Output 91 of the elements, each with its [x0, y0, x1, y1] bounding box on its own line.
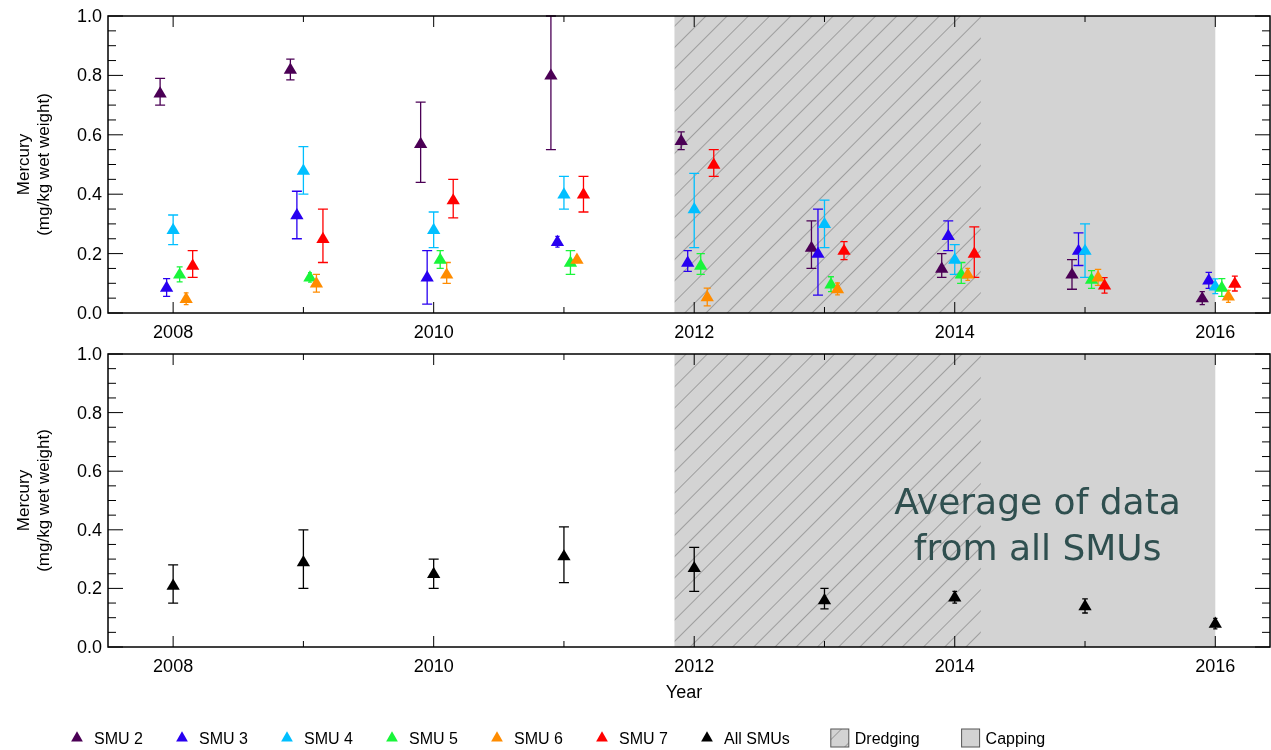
x-tick-label: 2012 — [674, 322, 715, 342]
annotation: Average of data from all SMUs — [894, 480, 1181, 568]
point — [1215, 280, 1229, 292]
y-tick-label: 0.8 — [76, 402, 102, 423]
point — [1091, 270, 1105, 282]
point — [433, 252, 447, 264]
point — [1065, 267, 1079, 279]
point — [309, 276, 324, 288]
point — [935, 261, 949, 273]
legend-label: SMU 3 — [199, 729, 248, 747]
point — [817, 216, 832, 229]
y-tick-label: 0.6 — [76, 461, 102, 482]
y-tick-label: 0.6 — [76, 124, 102, 145]
y-tick-label: 0.4 — [76, 519, 102, 540]
point — [440, 267, 454, 279]
point — [283, 62, 298, 74]
y-tick-label: 0.0 — [76, 303, 102, 323]
point — [550, 234, 565, 246]
legend-label: SMU 5 — [409, 729, 458, 747]
point — [700, 289, 714, 302]
y-axis-title: Mercury (mg/kg wet weight) — [13, 93, 53, 236]
point — [303, 270, 317, 282]
point — [961, 267, 975, 279]
point — [694, 258, 708, 270]
x-tick-label: 2012 — [674, 656, 715, 676]
point — [173, 267, 187, 279]
point — [830, 281, 845, 294]
point — [681, 255, 695, 267]
point — [159, 280, 174, 292]
point — [576, 187, 591, 199]
point — [446, 193, 460, 205]
point — [166, 578, 180, 590]
legend-label: SMU 2 — [94, 729, 143, 747]
point — [1078, 243, 1092, 255]
x-tick-label: 2008 — [153, 656, 194, 676]
legend-label: All SMUs — [724, 729, 790, 747]
x-tick-label: 2014 — [934, 656, 975, 676]
point — [557, 549, 571, 561]
point — [817, 593, 832, 605]
point — [166, 222, 180, 235]
point — [804, 240, 819, 252]
point — [290, 207, 304, 220]
x-tick-label: 2008 — [153, 322, 194, 342]
x-tick-label: 2010 — [413, 656, 454, 676]
y-tick-label: 1.0 — [76, 344, 102, 364]
legend-label: SMU 7 — [619, 729, 668, 747]
point — [570, 252, 584, 264]
y-tick-label: 0.2 — [76, 578, 102, 599]
x-tick-label: 2010 — [413, 322, 454, 342]
legend-label: Dredging — [854, 729, 920, 747]
x-tick-label: 2014 — [934, 322, 975, 342]
point — [811, 246, 825, 258]
point — [1208, 616, 1222, 628]
point — [687, 560, 701, 573]
point — [296, 163, 311, 175]
x-axis-title: Year — [665, 682, 703, 702]
point — [296, 555, 311, 567]
y-tick-label: 1.0 — [76, 6, 102, 26]
point — [687, 202, 701, 214]
point — [837, 243, 851, 255]
point — [967, 246, 981, 258]
x-tick-label: 2016 — [1195, 322, 1236, 342]
point — [557, 187, 571, 199]
y-axis-title: Mercury (mg/kg wet weight) — [13, 429, 53, 572]
point — [707, 157, 721, 169]
legend-label: Capping — [985, 729, 1046, 747]
y-tick-label: 0.0 — [76, 637, 102, 657]
legend-label: SMU 6 — [514, 729, 563, 747]
y-tick-label: 0.4 — [76, 184, 102, 205]
point — [420, 270, 434, 282]
y-tick-label: 0.8 — [76, 65, 102, 86]
point — [427, 566, 441, 578]
point — [179, 291, 193, 303]
point — [1228, 276, 1242, 288]
legend-label: SMU 4 — [304, 729, 353, 747]
point — [948, 590, 962, 602]
point — [316, 231, 330, 243]
point — [186, 258, 200, 270]
point — [1202, 273, 1216, 285]
point — [1195, 291, 1209, 303]
point — [414, 136, 428, 148]
point — [1097, 278, 1112, 290]
point — [674, 133, 688, 145]
point — [941, 228, 955, 240]
point — [1221, 289, 1235, 301]
point — [427, 222, 441, 235]
point — [544, 68, 558, 80]
point — [153, 86, 167, 98]
y-tick-label: 0.2 — [76, 243, 102, 264]
x-tick-label: 2016 — [1195, 656, 1236, 676]
point — [948, 252, 962, 264]
